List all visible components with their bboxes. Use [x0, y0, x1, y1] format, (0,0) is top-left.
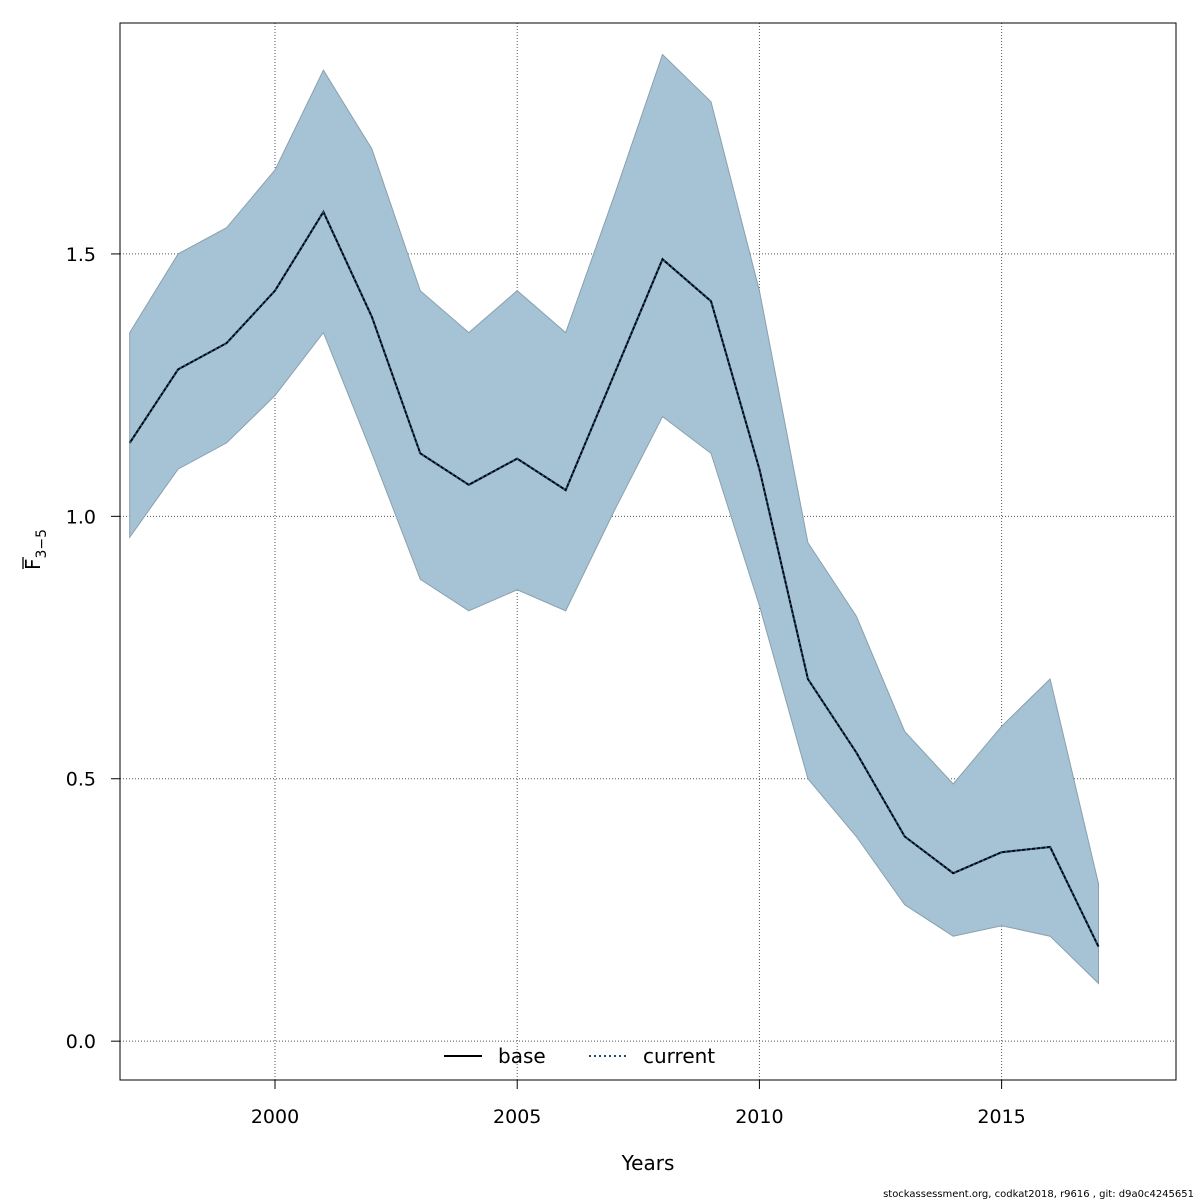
y-axis-title-main: F — [21, 558, 45, 570]
y-tick-label: 0.5 — [66, 769, 96, 791]
y-tick-label: 0.0 — [66, 1031, 96, 1053]
legend-label-current: current — [643, 1044, 715, 1068]
legend: base current — [444, 1044, 715, 1068]
y-axis-title: F3−5 — [21, 529, 50, 570]
x-tick-label: 2005 — [493, 1106, 541, 1128]
x-tick-label: 2015 — [977, 1106, 1025, 1128]
x-tick-label: 2000 — [251, 1106, 299, 1128]
svg-text:F3−5: F3−5 — [21, 529, 50, 570]
series-line-current — [128, 209, 1100, 948]
x-axis: 2000 2005 2010 2015 — [251, 1080, 1026, 1128]
legend-label-base: base — [498, 1044, 546, 1068]
y-axis-title-subscript: 3−5 — [34, 529, 50, 559]
plot-frame — [119, 22, 1177, 1081]
x-axis-title: Years — [621, 1151, 675, 1175]
y-axis: 0.0 0.5 1.0 1.5 — [66, 244, 120, 1053]
x-tick-label: 2010 — [735, 1106, 783, 1128]
y-tick-label: 1.5 — [66, 244, 96, 266]
y-tick-label: 1.0 — [66, 506, 96, 528]
footer-credit: stockassessment.org, codkat2018, r9616 ,… — [883, 1189, 1194, 1200]
